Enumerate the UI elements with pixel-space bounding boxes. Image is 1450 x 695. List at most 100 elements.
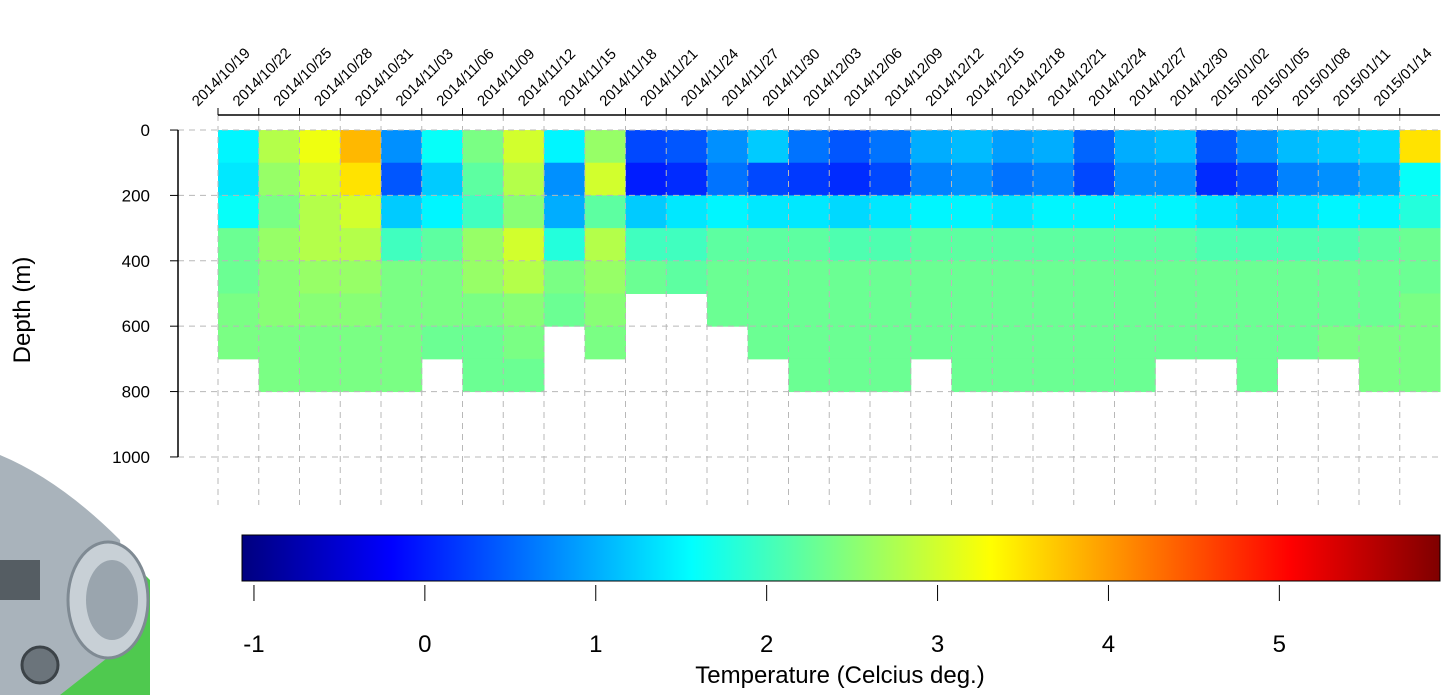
- heatmap-cell: [421, 293, 463, 327]
- heatmap-cell: [870, 130, 912, 164]
- heatmap-cell: [1114, 260, 1156, 294]
- heatmap-cell: [340, 293, 382, 327]
- heatmap-cell: [381, 358, 423, 393]
- heatmap-cell: [340, 162, 382, 196]
- heatmap-cell: [421, 326, 463, 360]
- heatmap-cell: [1155, 195, 1197, 229]
- heatmap-cell: [992, 260, 1034, 294]
- heatmap-cell: [1318, 130, 1360, 164]
- y-tick-label: 1000: [112, 448, 150, 467]
- heatmap-cell: [1359, 326, 1401, 360]
- heatmap-cell: [503, 358, 545, 393]
- heatmap-cell: [1073, 228, 1115, 262]
- heatmap-cell: [788, 260, 830, 294]
- heatmap-cell: [1399, 358, 1441, 393]
- y-axis-label: Depth (m): [9, 257, 36, 364]
- heatmap-cell: [747, 260, 789, 294]
- heatmap-cell: [544, 162, 586, 196]
- y-tick-label: 0: [141, 121, 150, 140]
- heatmap-cell: [1114, 293, 1156, 327]
- heatmap-cell: [1236, 130, 1278, 164]
- heatmap-cell: [381, 162, 423, 196]
- heatmap-cell: [992, 130, 1034, 164]
- heatmap-cell: [788, 326, 830, 360]
- heatmap-cell: [1114, 326, 1156, 360]
- heatmap-cell: [625, 260, 667, 294]
- heatmap-cell: [218, 130, 260, 164]
- heatmap-cell: [829, 195, 871, 229]
- colorbar-tick-label: 4: [1102, 631, 1115, 658]
- heatmap-cell: [870, 195, 912, 229]
- device-illustration: [0, 455, 150, 695]
- heatmap-cell: [666, 130, 708, 164]
- heatmap-cell: [421, 195, 463, 229]
- heatmap-cell: [910, 228, 952, 262]
- heatmap-cell: [707, 293, 749, 327]
- heatmap-cell: [462, 130, 504, 164]
- heatmap-cell: [1196, 162, 1238, 196]
- colorbar: [241, 534, 1441, 582]
- y-tick-label: 600: [122, 317, 150, 336]
- heatmap-cell: [1033, 358, 1075, 393]
- heatmap-cell: [1196, 293, 1238, 327]
- heatmap-cell: [1399, 326, 1441, 360]
- heatmap-cell: [1399, 293, 1441, 327]
- heatmap-cell: [1033, 260, 1075, 294]
- heatmap-cell: [462, 326, 504, 360]
- colorbar-tick-label: 5: [1273, 631, 1286, 658]
- heatmap-cell: [340, 228, 382, 262]
- heatmap-cell: [910, 130, 952, 164]
- heatmap-cell: [584, 293, 626, 327]
- heatmap-cell: [829, 130, 871, 164]
- heatmap-cell: [1033, 130, 1075, 164]
- heatmap-cell: [299, 162, 341, 196]
- heatmap-cell: [1155, 162, 1197, 196]
- heatmap-cell: [1236, 293, 1278, 327]
- heatmap-cell: [992, 195, 1034, 229]
- colorbar-tick-label: 0: [418, 631, 431, 658]
- heatmap-cell: [829, 260, 871, 294]
- heatmap-cell: [258, 293, 300, 327]
- heatmap-cell: [1114, 228, 1156, 262]
- heatmap-cell: [258, 195, 300, 229]
- heatmap-cell: [1318, 162, 1360, 196]
- heatmap-cell: [462, 162, 504, 196]
- heatmap-cell: [1399, 260, 1441, 294]
- heatmap-cell: [1196, 195, 1238, 229]
- heatmap-cell: [462, 195, 504, 229]
- heatmap-cell: [1399, 162, 1441, 196]
- heatmap-cell: [1073, 358, 1115, 393]
- heatmap-cell: [1033, 228, 1075, 262]
- heatmap-cell: [951, 228, 993, 262]
- heatmap-cell: [584, 326, 626, 360]
- heatmap-cell: [258, 228, 300, 262]
- heatmap-cell: [299, 228, 341, 262]
- heatmap-cell: [1318, 293, 1360, 327]
- heatmap-cell: [1033, 195, 1075, 229]
- heatmap-cell: [258, 358, 300, 393]
- heatmap-cell: [788, 130, 830, 164]
- heatmap-cell: [381, 228, 423, 262]
- heatmap-cell: [992, 162, 1034, 196]
- heatmap-cell: [1399, 195, 1441, 229]
- heatmap-cell: [1114, 162, 1156, 196]
- heatmap-cell: [1155, 260, 1197, 294]
- heatmap-cell: [1277, 130, 1319, 164]
- heatmap-cell: [625, 195, 667, 229]
- heatmap-cell: [462, 260, 504, 294]
- colorbar-tick-label: -1: [243, 631, 264, 658]
- heatmap-cell: [218, 293, 260, 327]
- heatmap-cell: [544, 130, 586, 164]
- heatmap-cell: [462, 228, 504, 262]
- heatmap-cell: [870, 293, 912, 327]
- heatmap-cell: [1277, 326, 1319, 360]
- heatmap-cell: [462, 358, 504, 393]
- heatmap-cell: [951, 358, 993, 393]
- heatmap-cell: [707, 162, 749, 196]
- heatmap-cell: [1359, 293, 1401, 327]
- heatmap-cell: [258, 162, 300, 196]
- heatmap-cell: [707, 228, 749, 262]
- heatmap-cell: [299, 293, 341, 327]
- heatmap-cell: [218, 228, 260, 262]
